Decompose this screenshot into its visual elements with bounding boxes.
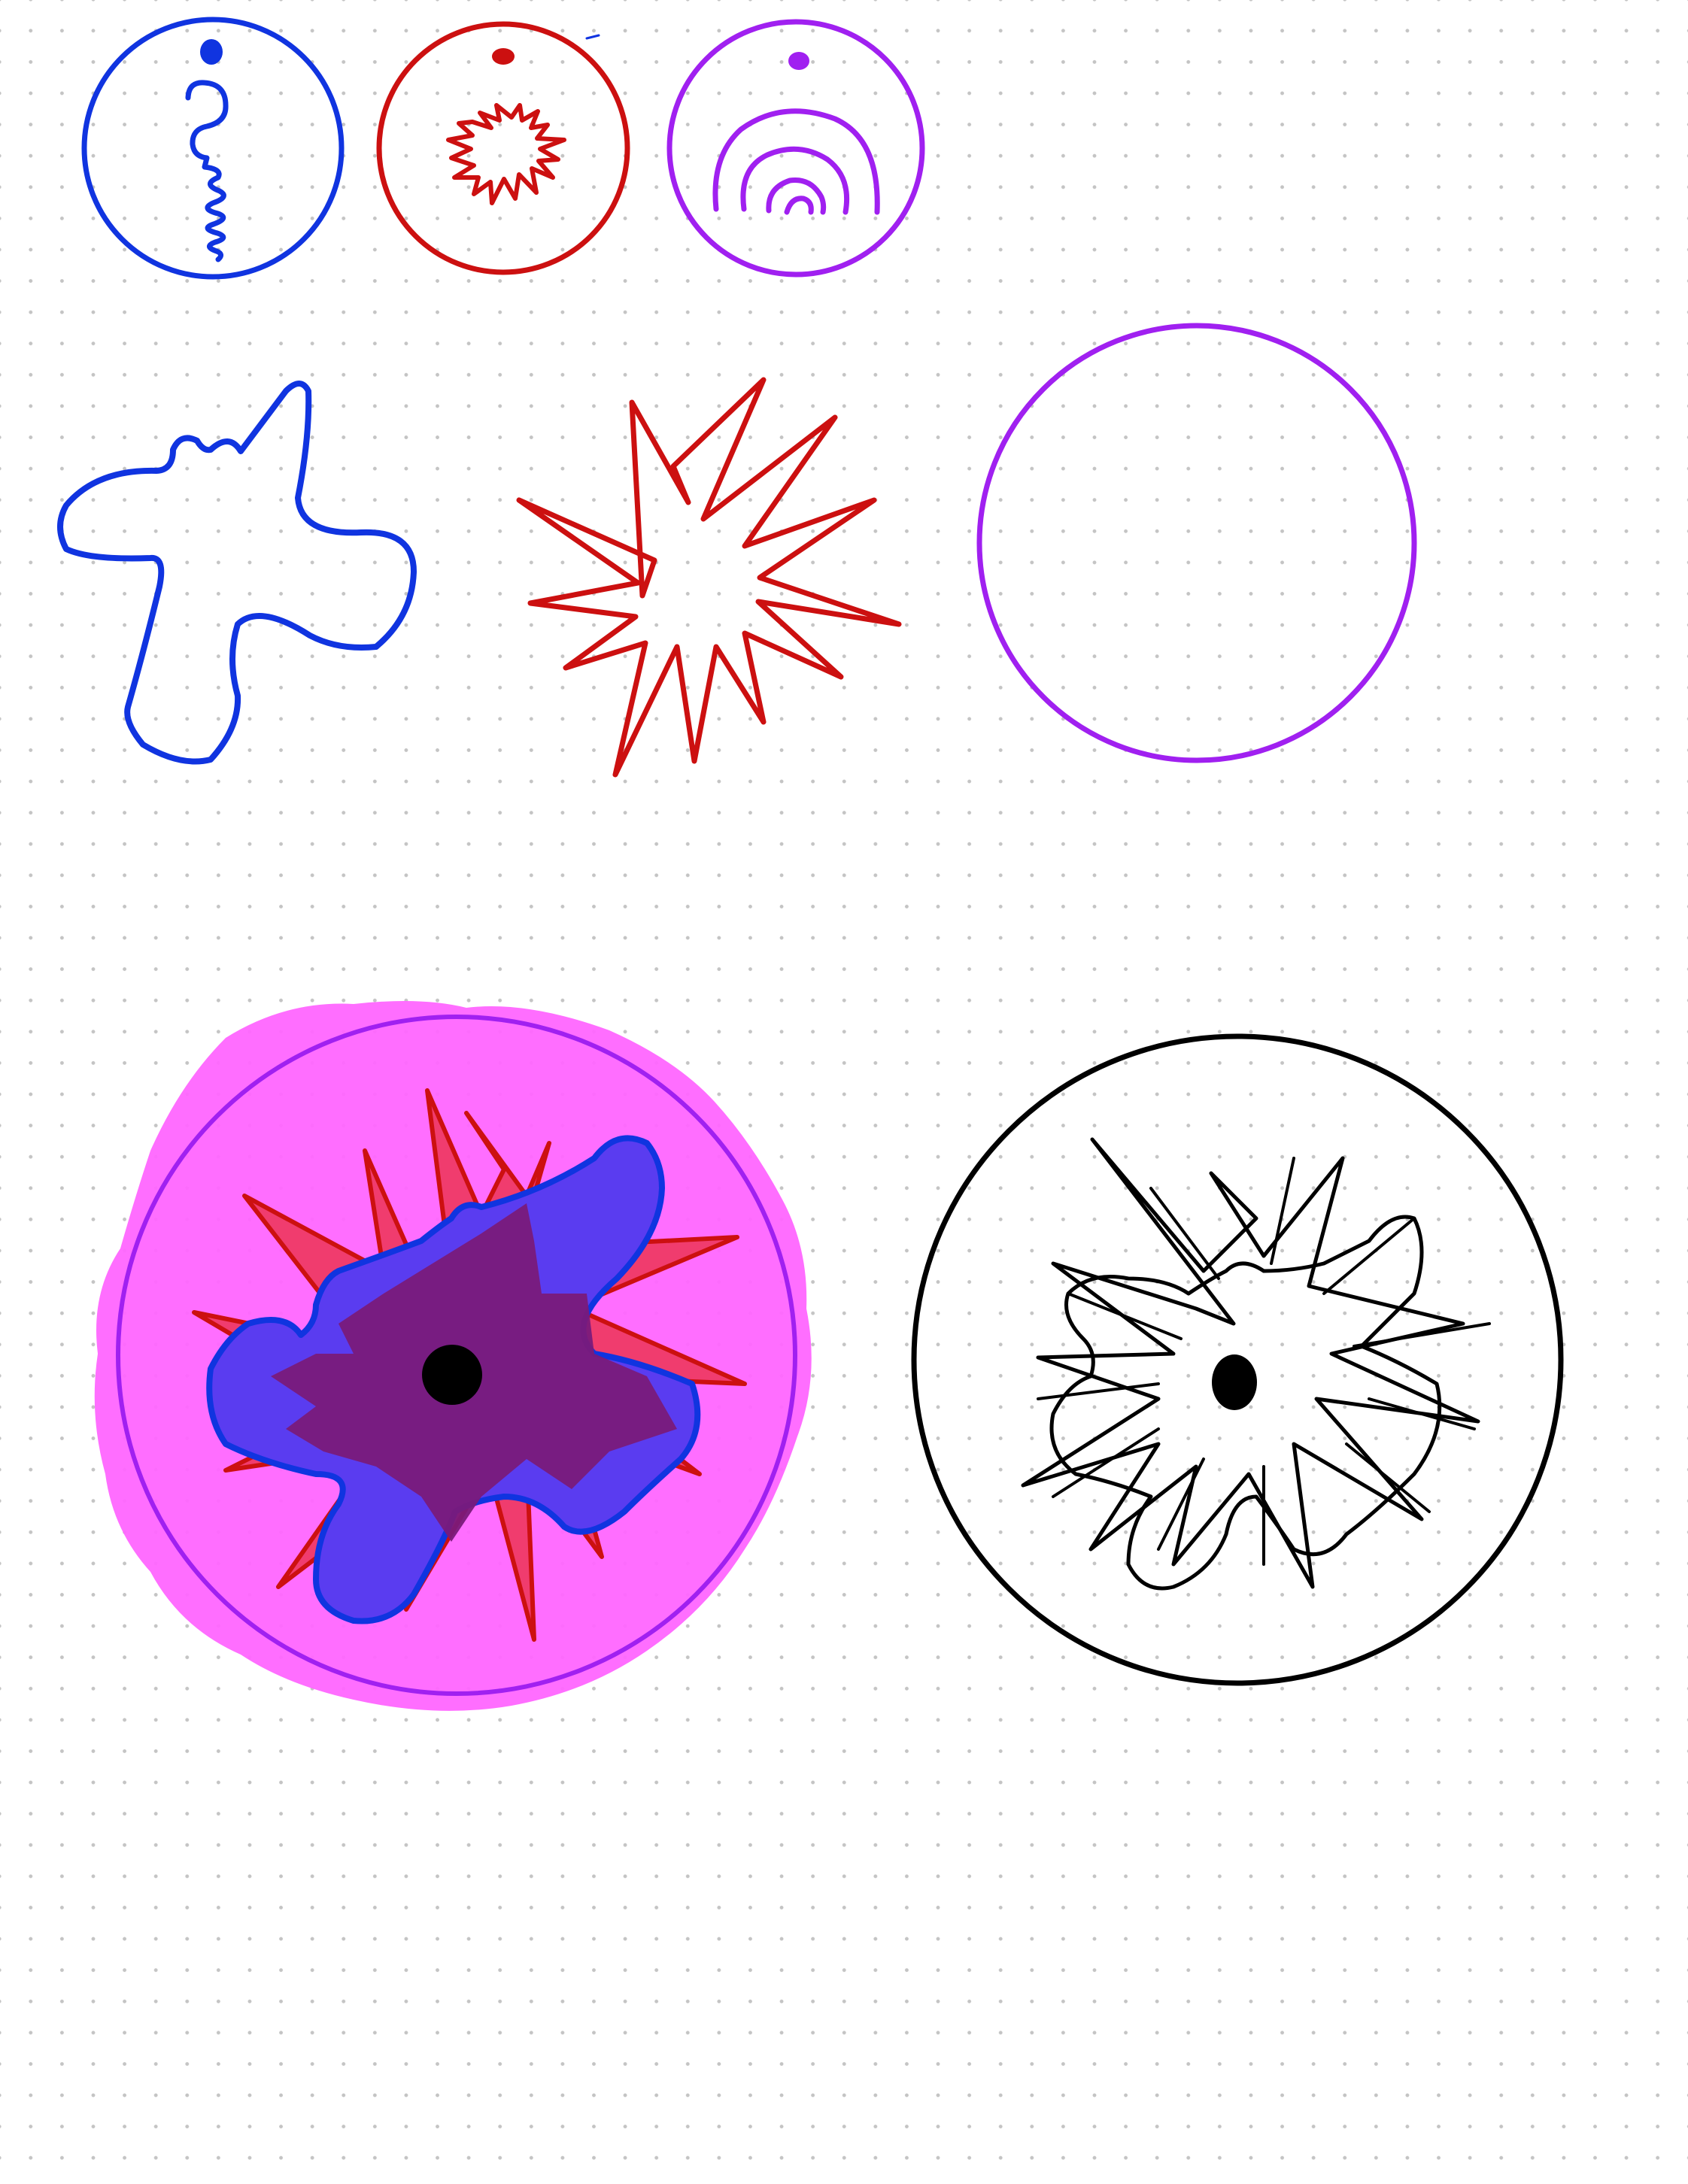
black-center-dot bbox=[1212, 1354, 1257, 1410]
blue-blob-shape[interactable] bbox=[57, 381, 417, 765]
blue-tick-mark bbox=[585, 34, 600, 40]
blue-question-mark-stroke bbox=[185, 80, 229, 262]
blue-badge-ring bbox=[81, 17, 345, 280]
red-starburst-shape[interactable] bbox=[516, 377, 902, 778]
black-scribble-lines bbox=[1037, 1157, 1491, 1566]
black-blob-outline bbox=[1049, 1215, 1442, 1591]
red-badge-dot bbox=[492, 48, 515, 65]
black-outline-composition[interactable] bbox=[911, 1033, 1564, 1686]
black-starburst-outline bbox=[1021, 1137, 1480, 1589]
layered-center-dot bbox=[422, 1345, 482, 1405]
layered-purple-ring bbox=[116, 1015, 797, 1696]
purple-badge-dot bbox=[788, 52, 809, 70]
purple-badge-ring bbox=[666, 19, 925, 278]
purple-circle-shape[interactable] bbox=[976, 323, 1417, 763]
red-burst-stroke bbox=[446, 103, 566, 205]
blue-badge-dot bbox=[200, 39, 223, 65]
purple-rainbow-icon[interactable] bbox=[666, 19, 925, 278]
blue-question-mark-icon[interactable] bbox=[81, 17, 345, 280]
layered-composition[interactable] bbox=[94, 1001, 812, 1711]
red-burst-icon[interactable] bbox=[376, 21, 630, 275]
purple-rainbow-arcs bbox=[712, 108, 880, 215]
red-badge-ring bbox=[376, 21, 630, 275]
black-outer-ring bbox=[911, 1033, 1564, 1686]
